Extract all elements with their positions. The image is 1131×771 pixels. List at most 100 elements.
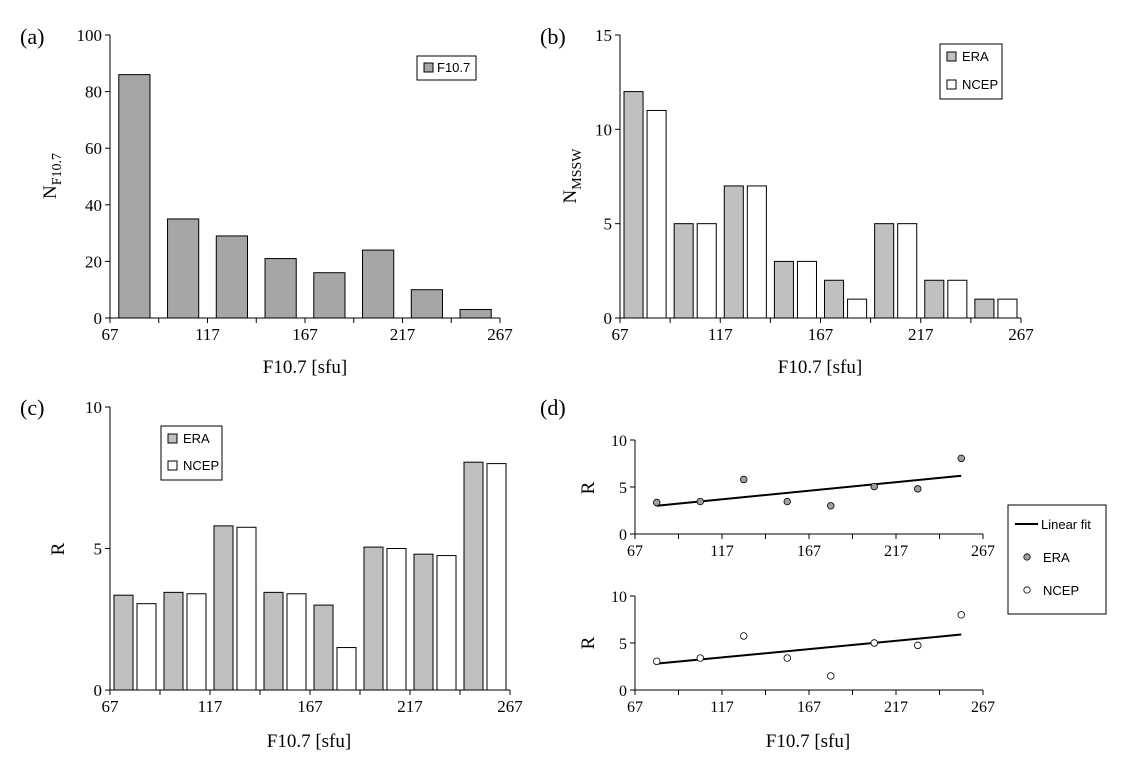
panel-a-xlabel: F10.7 [sfu] [263,357,347,378]
point-ncep [653,657,661,666]
x-tick-label: 217 [397,697,423,716]
point-ncep [740,632,748,640]
linear-fit-line [656,474,962,507]
point-ncep [870,639,878,647]
panel-d2-axes: 67 117 167 217 267 0 5 10 [611,589,995,716]
y-tick-label: 5 [94,540,103,559]
y-tick-label: 0 [94,681,103,700]
y-tick-label: 5 [619,480,627,497]
point-era [827,502,835,510]
legend-marker-era [1023,553,1031,561]
bar-f107-117-142 [215,235,248,319]
y-tick-label: 10 [85,398,102,417]
y-tick-label: 0 [94,309,103,328]
bar-ncep-167-192 [847,298,868,319]
bar-ncep-192-217 [386,548,407,691]
y-tick-label: 5 [619,636,627,653]
legend-label-era: ERA [962,49,989,64]
bar-era-67-92 [113,594,134,691]
legend-swatch-ncep [167,460,178,471]
y-tick-label: 40 [85,196,102,215]
y-tick-label: 20 [85,252,102,271]
legend-swatch-era [946,51,957,62]
bar-f107-142-167 [264,258,297,319]
panel-d2-ylabel: R [578,636,599,649]
legend-swatch-ncep [946,79,957,90]
x-tick-label: 67 [102,697,120,716]
bar-era-92-117 [163,591,184,691]
panel-c-ylabel: R [48,542,69,555]
panel-d-label: (d) [540,395,566,420]
bar-era-142-167 [263,591,284,691]
bar-f107-242-267 [459,309,492,319]
y-tick-label: 60 [85,139,102,158]
panel-b-label: (b) [540,24,566,49]
panel-b-legend: ERA NCEP [939,43,1003,100]
point-era [696,497,704,506]
panel-d-legend: Linear fit ERA NCEP [1007,504,1107,615]
bar-era-117-142 [723,185,744,319]
bar-ncep-142-167 [286,593,307,691]
y-tick-label: 100 [77,26,103,45]
point-era [870,482,878,491]
legend-label-f107: F10.7 [437,60,470,75]
bar-ncep-167-192 [336,647,357,691]
y-tick-label: 0 [619,527,627,544]
legend-label-ncep: NCEP [183,458,219,473]
panel-a-bars [118,74,492,319]
bar-era-242-267 [974,298,995,319]
point-ncep [783,654,791,662]
bar-era-192-217 [363,546,384,691]
point-ncep [914,641,922,650]
legend-label-ncep: NCEP [1043,583,1079,598]
panel-c-bars [113,461,507,691]
x-tick-label: 67 [627,699,643,716]
bar-era-92-117 [673,223,694,319]
panel-c-xlabel: F10.7 [sfu] [267,731,351,752]
bar-era-117-142 [213,525,234,691]
bar-ncep-92-117 [186,593,207,691]
x-tick-label: 117 [710,543,733,560]
panel-d: (d) R R F10.7 [sfu] 67 117 167 217 267 0 5 10 6… [540,395,1107,752]
x-tick-label: 217 [390,325,416,344]
x-tick-label: 167 [808,325,834,344]
legend-label-era: ERA [183,431,210,446]
panel-d1-axes: 67 117 167 217 267 0 5 10 [611,433,995,560]
legend-swatch-f107 [423,62,434,73]
bar-f107-92-117 [167,218,200,319]
linear-fit-line [656,633,962,665]
bar-f107-167-192 [313,272,346,319]
point-ncep [957,611,965,619]
bar-era-242-267 [463,461,484,691]
bar-era-167-192 [313,604,334,691]
point-era [653,498,661,507]
bar-ncep-67-92 [136,603,157,691]
panel-c-label: (c) [20,395,44,420]
bar-f107-192-217 [362,249,395,319]
bar-ncep-217-242 [947,279,968,319]
panel-d1-plot [653,454,965,510]
legend-label-linear-fit: Linear fit [1041,517,1091,532]
panel-c-legend: ERA NCEP [160,425,223,481]
x-tick-label: 117 [710,699,733,716]
panel-b-xlabel: F10.7 [sfu] [778,357,862,378]
panel-c: (c) R F10.7 [sfu] 67 117 167 217 267 0 5 10 ERA… [20,395,523,752]
bar-ncep-117-142 [746,185,767,319]
point-era [783,497,791,506]
bar-era-192-217 [874,223,895,319]
panel-b-ylabel: NMSSW [560,148,585,204]
panel-d2-plot [653,611,965,680]
bar-era-67-92 [623,91,644,319]
y-tick-label: 5 [604,215,613,234]
x-tick-label: 117 [195,325,220,344]
bar-ncep-92-117 [696,223,717,319]
bar-era-167-192 [824,279,845,319]
x-tick-label: 267 [487,325,513,344]
x-tick-label: 267 [497,697,523,716]
panel-a: (a) NF10.7 F10.7 [sfu] 67 117 167 217 267 0 20… [20,24,513,378]
bar-ncep-67-92 [646,109,667,319]
panel-a-axes: 67 117 167 217 267 0 20 40 60 80 100 [77,26,514,344]
x-tick-label: 167 [797,543,821,560]
